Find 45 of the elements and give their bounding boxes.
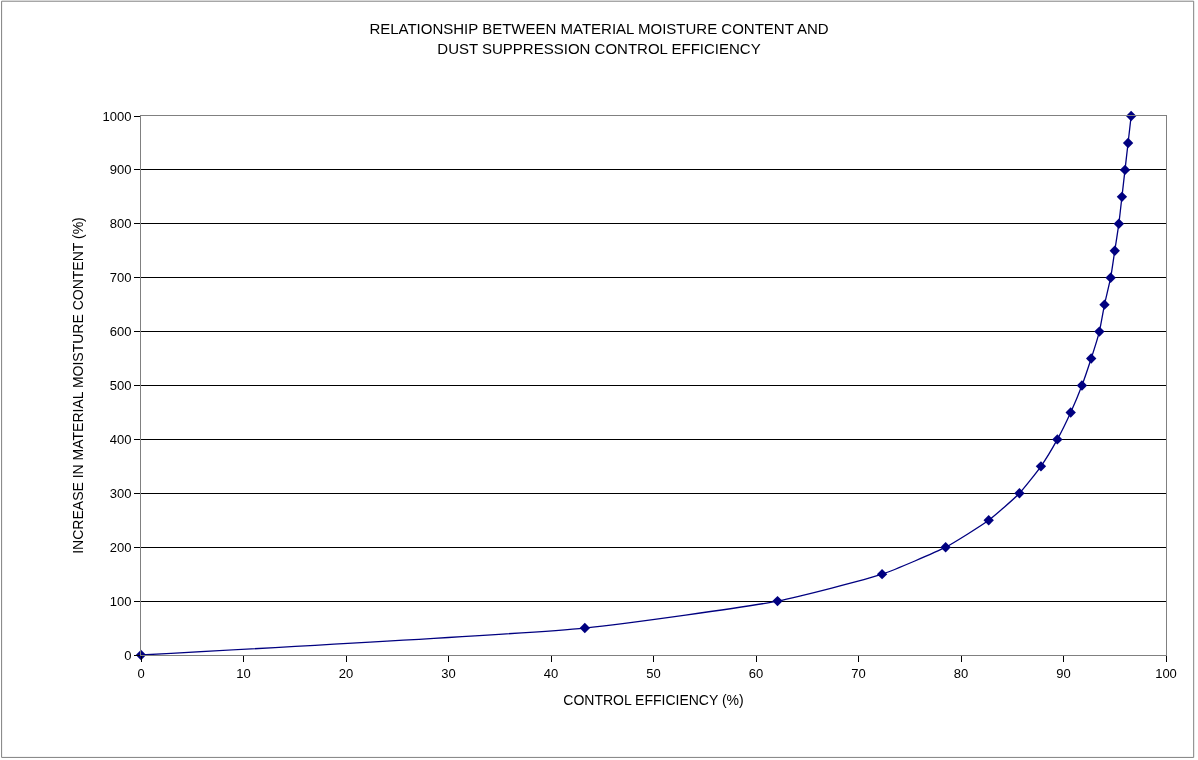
y-tick-label: 800 [109,216,132,232]
point [772,595,783,607]
point [1105,272,1116,283]
point [1014,488,1025,499]
y-tick-label: 600 [109,324,132,340]
point [1076,380,1088,391]
point [1085,353,1097,364]
point [940,542,951,553]
y-tick-label: 400 [109,431,132,447]
x-tick-label: 30 [441,665,456,681]
point [1094,326,1105,337]
chart-title: RELATIONSHIP BETWEEN MATERIAL MOISTURE CONTENT AND DUST SUPPRESSION CONTROL EFFICIENCY [369,20,829,57]
y-axis-title: INCREASE IN MATERIAL MOISTURE CONTENT (%) [70,217,87,554]
point [876,568,888,580]
point [983,515,994,526]
point [1099,299,1110,310]
point [1065,407,1076,418]
x-tick-label: 90 [1056,665,1071,681]
x-axis-title: CONTROL EFFICIENCY (%) [563,691,744,708]
x-tick-label: 60 [748,665,764,681]
point [1122,137,1134,149]
y-tick-label: 1000 [102,108,132,124]
x-tick-label: 0 [137,665,145,681]
point [1116,191,1128,203]
point [1113,218,1125,229]
y-tick-label: 100 [109,593,132,609]
y-tick-label: 300 [109,485,132,501]
point [1125,110,1137,122]
x-tick-label: 100 [1155,665,1177,681]
point [1109,245,1120,256]
y-tick-label: 0 [124,647,132,663]
y-tick-label: 500 [109,378,132,394]
y-tick-label: 900 [109,162,132,178]
point [1119,164,1131,176]
x-tick-label: 80 [953,665,969,681]
point [579,622,591,634]
point [1052,434,1063,445]
x-tick-label: 40 [543,665,559,681]
x-tick-label: 10 [236,665,251,681]
point [1035,461,1047,472]
y-tick-label: 200 [109,539,132,555]
y-tick-label: 700 [109,270,132,286]
x-tick-label: 20 [338,665,354,681]
x-tick-label: 50 [646,665,661,681]
x-tick-label: 70 [851,665,866,681]
